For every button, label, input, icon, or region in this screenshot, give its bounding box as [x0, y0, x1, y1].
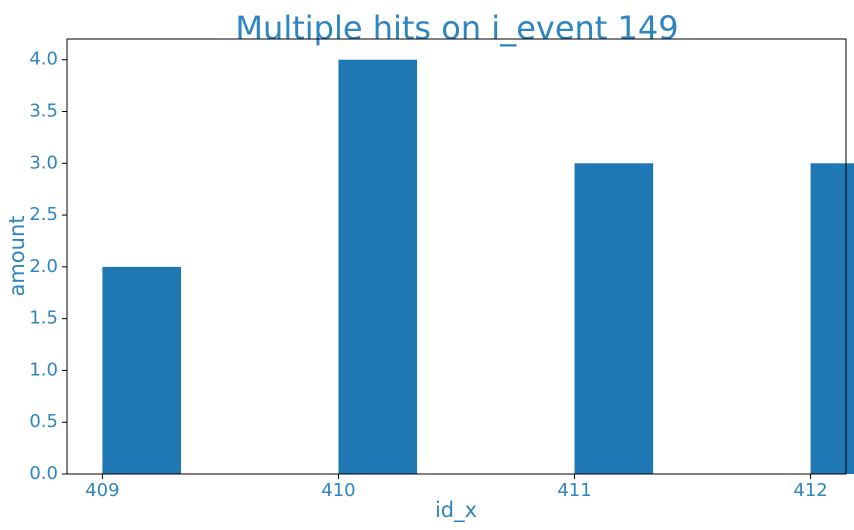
y-tick-label: 0.0	[29, 463, 58, 484]
y-tick-label: 3.0	[29, 152, 58, 173]
bars	[102, 59, 854, 475]
y-tick-label: 2.0	[29, 256, 58, 277]
bar-409	[102, 266, 182, 474]
y-tick-label: 0.5	[29, 411, 58, 432]
y-tick-label: 3.5	[29, 101, 58, 122]
bar-411	[574, 163, 654, 475]
x-axis-label: id_x	[435, 498, 477, 523]
x-tick-label: 412	[793, 480, 827, 501]
x-axis-ticks: 409 410 411 412	[85, 474, 828, 501]
y-axis-label: amount	[5, 215, 29, 296]
x-tick-label: 411	[557, 480, 591, 501]
y-tick-label: 1.0	[29, 359, 58, 380]
y-tick-label: 4.0	[29, 49, 58, 70]
plot-area: 409 410 411 412 0.0 0.5 1.0 1.5 2.0 2.5 3.0 3.5 4.0	[29, 38, 854, 501]
y-axis-ticks: 0.0 0.5 1.0 1.5 2.0 2.5 3.0 3.5 4.0	[29, 49, 67, 484]
bar-412	[810, 163, 854, 475]
bar-410	[338, 59, 418, 474]
y-tick-label: 1.5	[29, 308, 58, 329]
y-tick-label: 2.5	[29, 204, 58, 225]
plot-frame	[66, 38, 847, 475]
chart-title: Multiple hits on i_event 149	[235, 9, 678, 47]
x-tick-label: 410	[321, 480, 355, 501]
x-tick-label: 409	[85, 480, 119, 501]
